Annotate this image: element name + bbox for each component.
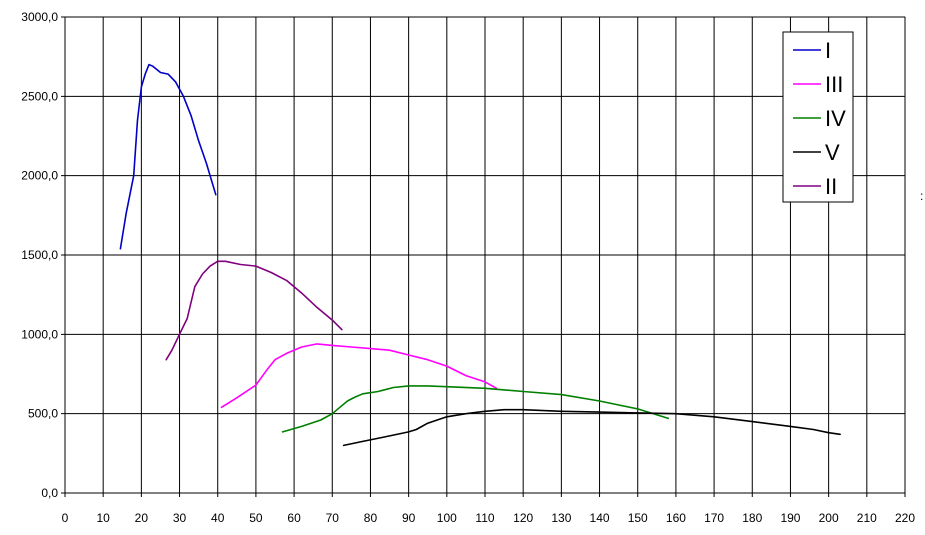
series-line-I	[119, 63, 217, 250]
x-tick-label: 140	[590, 511, 610, 525]
series-line-V	[342, 408, 841, 447]
y-tick-label: 0,0	[41, 486, 58, 500]
legend-entry: IV	[793, 106, 846, 131]
x-tick-label: 80	[364, 511, 378, 525]
y-tick-label: 1500,0	[21, 248, 58, 262]
x-tick-label: 150	[628, 511, 648, 525]
x-tick-label: 30	[173, 511, 187, 525]
legend-entry: II	[793, 174, 837, 199]
x-tick-label: 40	[211, 511, 225, 525]
x-tick-label: 110	[475, 511, 494, 525]
x-tick-label: 20	[135, 511, 149, 525]
x-tick-label: 50	[249, 511, 263, 525]
x-tick-label: 180	[742, 511, 762, 525]
legend-label: V	[825, 140, 840, 165]
legend-label: IV	[825, 106, 846, 131]
legend-entry: III	[793, 72, 843, 97]
x-tick-label: 170	[704, 511, 724, 525]
y-tick-label: 500,0	[28, 407, 58, 421]
y-tick-label: 2000,0	[21, 169, 58, 183]
legend-entry: I	[793, 38, 831, 63]
x-tick-label: 190	[780, 511, 800, 525]
x-tick-label: 70	[326, 511, 340, 525]
legend-entry: V	[793, 140, 840, 165]
stray-mark: :	[920, 189, 923, 203]
legend-label: III	[825, 72, 843, 97]
x-tick-label: 200	[819, 511, 839, 525]
legend-label: II	[825, 174, 837, 199]
series-line-II	[165, 260, 343, 361]
series-line-III	[220, 343, 498, 409]
tick-labels: 0 10 20 30 40 50 60 70 80 90 100 110 120 130 140 150 160…	[21, 10, 915, 525]
y-tick-label: 1000,0	[21, 327, 58, 341]
series-line-IV	[281, 385, 670, 433]
y-tick-label: 2500,0	[21, 89, 58, 103]
x-tick-label: 10	[97, 511, 111, 525]
x-tick-label: 60	[287, 511, 301, 525]
x-tick-label: 120	[513, 511, 533, 525]
x-tick-label: 90	[402, 511, 416, 525]
x-tick-label: 0	[62, 511, 69, 525]
x-tick-label: 100	[437, 511, 457, 525]
x-tick-label: 160	[666, 511, 686, 525]
legend-label: I	[825, 38, 831, 63]
x-tick-label: 130	[551, 511, 571, 525]
legend-box	[782, 31, 854, 203]
x-tick-label: 210	[857, 511, 877, 525]
series-lines	[119, 63, 841, 447]
y-tick-label: 3000,0	[21, 10, 58, 24]
x-tick-label: 220	[895, 511, 915, 525]
